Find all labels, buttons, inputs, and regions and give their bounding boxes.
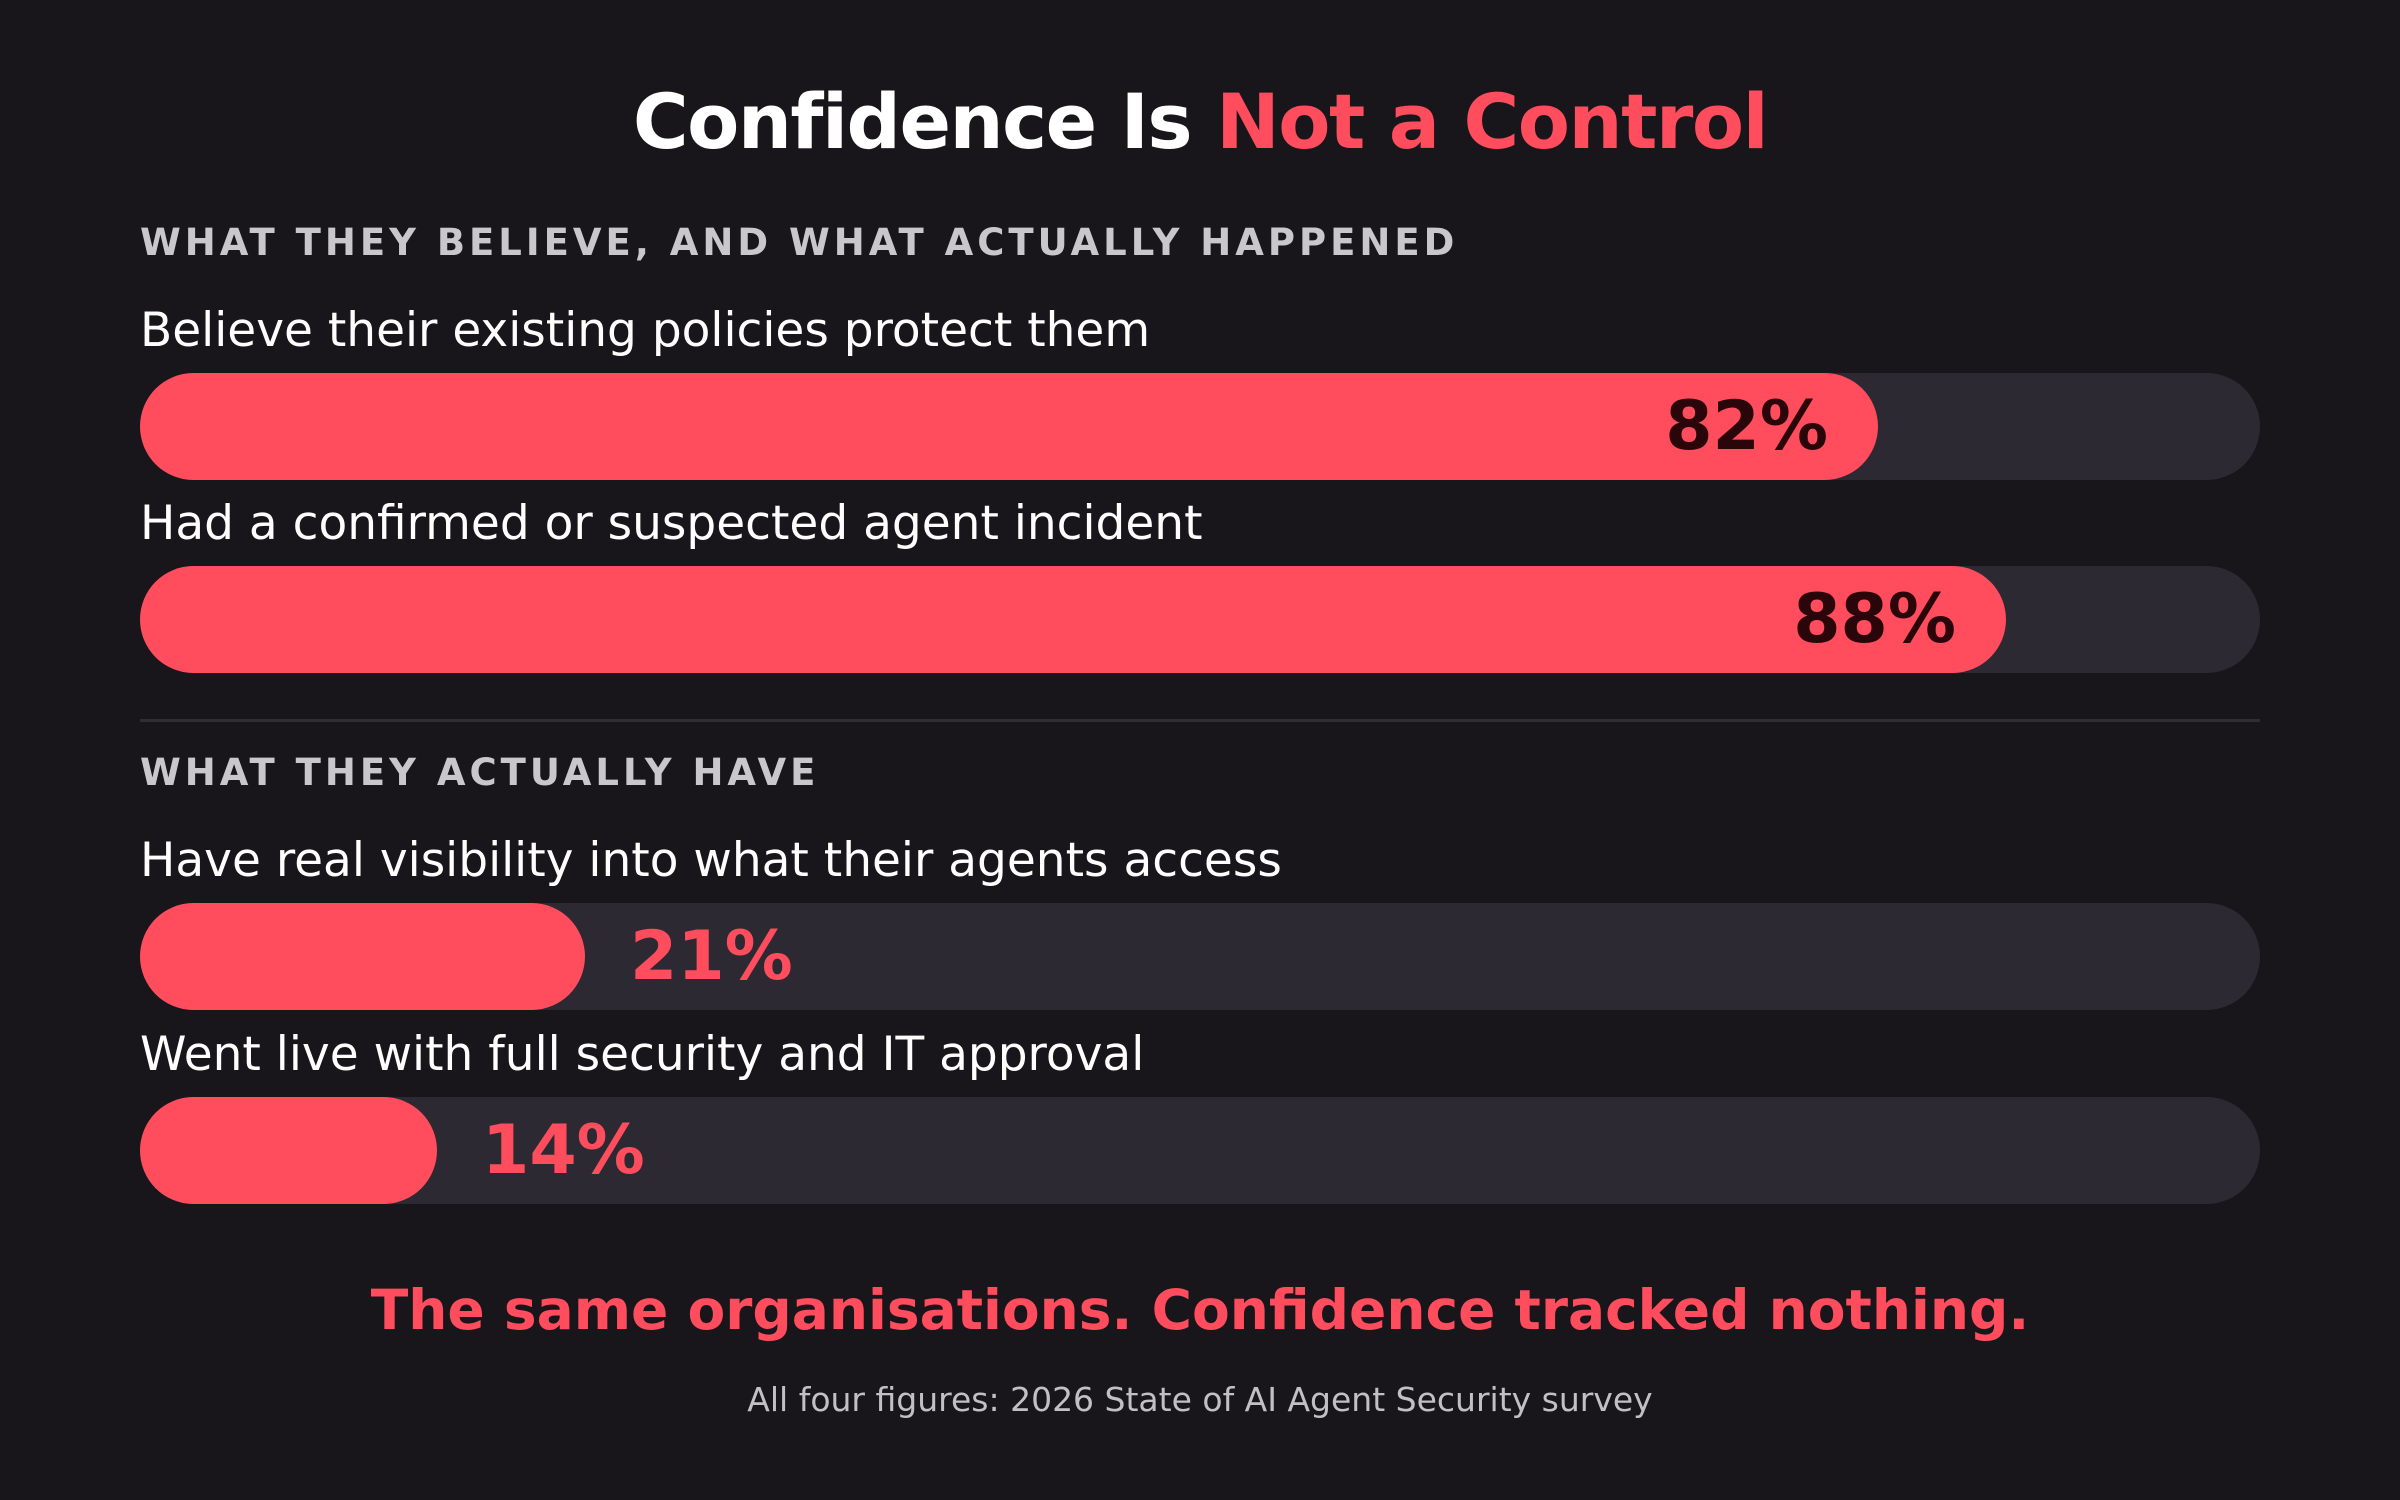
title-part-2: Not a Control xyxy=(1216,77,1769,166)
section-divider xyxy=(140,719,2260,722)
bar-fill-1 xyxy=(140,373,1878,480)
bar-track-2: 88% xyxy=(140,566,2260,673)
row-label-1: Believe their existing policies protect … xyxy=(140,303,1151,358)
row-label-2: Had a confirmed or suspected agent incid… xyxy=(140,496,1203,551)
conclusion-text: The same organisations. Confidence track… xyxy=(370,1278,2030,1342)
row-label-3: Have real visibility into what their age… xyxy=(140,833,1282,888)
title-part-1: Confidence Is xyxy=(632,77,1217,166)
bar-value-label-4: 14% xyxy=(482,1111,645,1190)
bar-fill-4 xyxy=(140,1097,437,1204)
section-label-belief: WHAT THEY BELIEVE, AND WHAT ACTUALLY HAP… xyxy=(140,221,1459,264)
section-label-reality: WHAT THEY ACTUALLY HAVE xyxy=(140,751,820,794)
chart-title: Confidence Is Not a Control xyxy=(0,72,2400,172)
bar-fill-3 xyxy=(140,903,585,1010)
bar-track-1: 82% xyxy=(140,373,2260,480)
bar-value-label-2: 88% xyxy=(1793,580,1956,659)
bar-track-4: 14% xyxy=(140,1097,2260,1204)
row-label-4: Went live with full security and IT appr… xyxy=(140,1027,1145,1082)
source-note: All four figures: 2026 State of AI Agent… xyxy=(747,1380,1653,1419)
bar-value-label-1: 82% xyxy=(1665,387,1828,466)
bar-fill-2 xyxy=(140,566,2006,673)
bar-track-3: 21% xyxy=(140,903,2260,1010)
bar-value-label-3: 21% xyxy=(630,917,793,996)
